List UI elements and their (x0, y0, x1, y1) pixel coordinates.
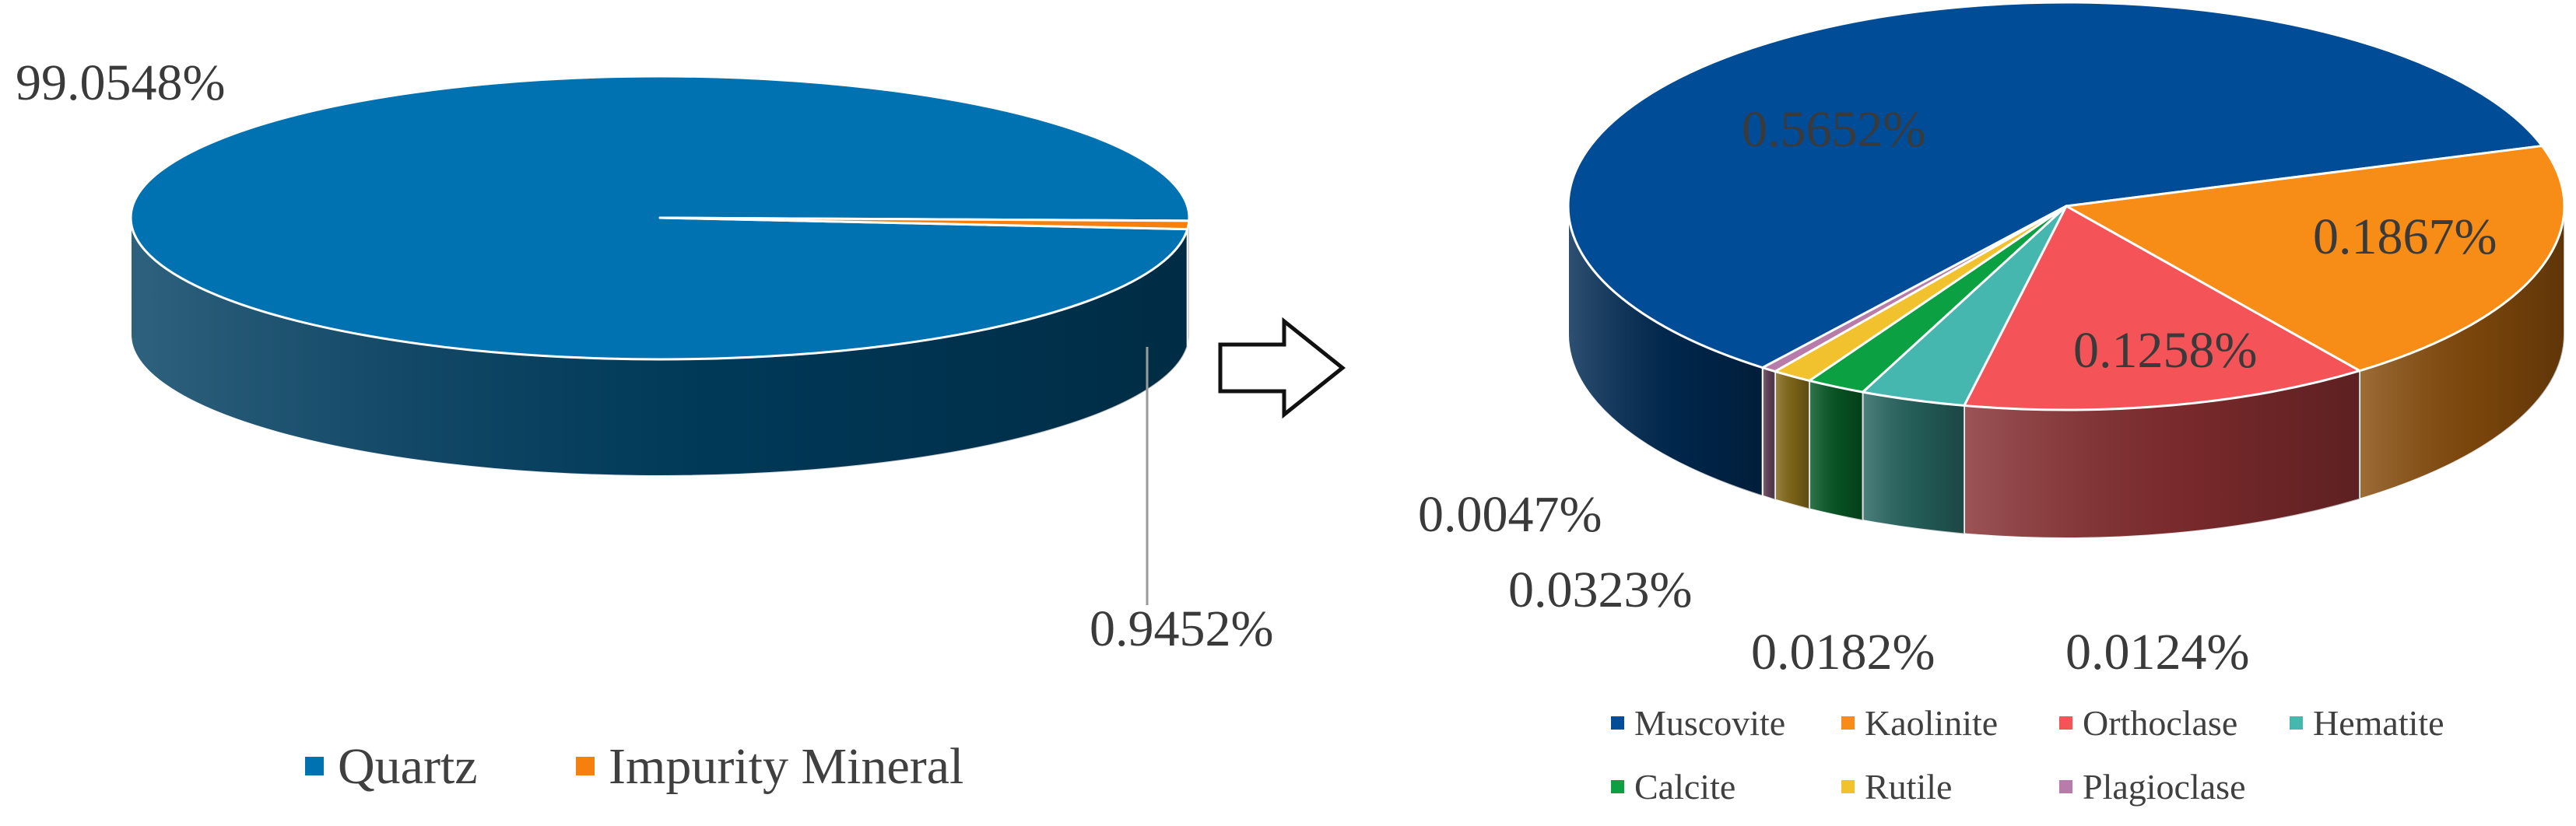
legend-swatch-calcite (1611, 780, 1624, 793)
pie-side-shade-rutile (1774, 371, 1809, 509)
pie-side-shade-kaolinite (2359, 206, 2564, 499)
impurity-mineral-pie-chart (1567, 1, 2566, 539)
legend-chart-2: Muscovite Kaolinite Orthoclase Hematite … (1611, 703, 2444, 807)
legend-label-kaolinite: Kaolinite (1865, 703, 1998, 743)
plagioclase-value-label: 0.0047% (1418, 486, 1602, 543)
legend-swatch-orthoclase (2059, 716, 2072, 730)
rutile-value-label: 0.0124% (2065, 624, 2249, 681)
legend-label-plagioclase: Plagioclase (2083, 767, 2246, 807)
pie-slice-kaolinite (2065, 145, 2566, 373)
pie-side-shade-muscovite (1568, 206, 1763, 496)
pie-slice-muscovite (1567, 1, 2543, 369)
legend-swatch-plagioclase (2059, 780, 2072, 793)
legend-label-orthoclase: Orthoclase (2083, 703, 2237, 743)
pie-side-shade-impurity-mineral (1187, 220, 1189, 346)
legend-swatch-impurity-mineral (576, 757, 595, 775)
legend-label-muscovite: Muscovite (1634, 703, 1785, 743)
legend-label-quartz: Quartz (338, 738, 478, 795)
quartz-value-label: 99.0548% (16, 54, 225, 111)
pie-side-shade-calcite (1809, 380, 1863, 521)
pie-slice-plagioclase (1761, 205, 2068, 373)
legend-swatch-kaolinite (1841, 716, 1855, 730)
legend-swatch-hematite (2290, 716, 2303, 730)
pie-side-shade-orthoclase (1964, 370, 2360, 538)
hematite-value-label: 0.0323% (1508, 562, 1692, 618)
legend-label-rutile: Rutile (1865, 767, 1952, 807)
pie-side-shade-quartz (131, 218, 1188, 476)
orthoclase-value-label: 0.1258% (2073, 322, 2257, 379)
pie-slice-orthoclase (1963, 205, 2361, 411)
pie-side-shade-plagioclase (1762, 367, 1775, 500)
legend-swatch-muscovite (1611, 716, 1624, 730)
muscovite-value-label: 0.5652% (1742, 101, 1925, 158)
legend-swatch-quartz (305, 757, 324, 775)
kaolinite-value-label: 0.1867% (2313, 208, 2497, 265)
calcite-value-label: 0.0182% (1751, 624, 1935, 681)
right-arrow-icon (1218, 317, 1346, 419)
legend-swatch-rutile (1841, 780, 1855, 793)
legend-label-hematite: Hematite (2313, 703, 2444, 743)
pie-slice-impurity-mineral (658, 216, 1191, 231)
quartz-impurity-pie-chart (129, 75, 1191, 477)
legend-chart-1: Quartz Impurity Mineral (305, 738, 963, 795)
impurity-value-label: 0.9452% (1090, 600, 1273, 657)
legend-label-impurity-mineral: Impurity Mineral (609, 738, 963, 795)
legend-label-calcite: Calcite (1634, 767, 1735, 807)
pie-side-shade-hematite (1862, 392, 1964, 534)
